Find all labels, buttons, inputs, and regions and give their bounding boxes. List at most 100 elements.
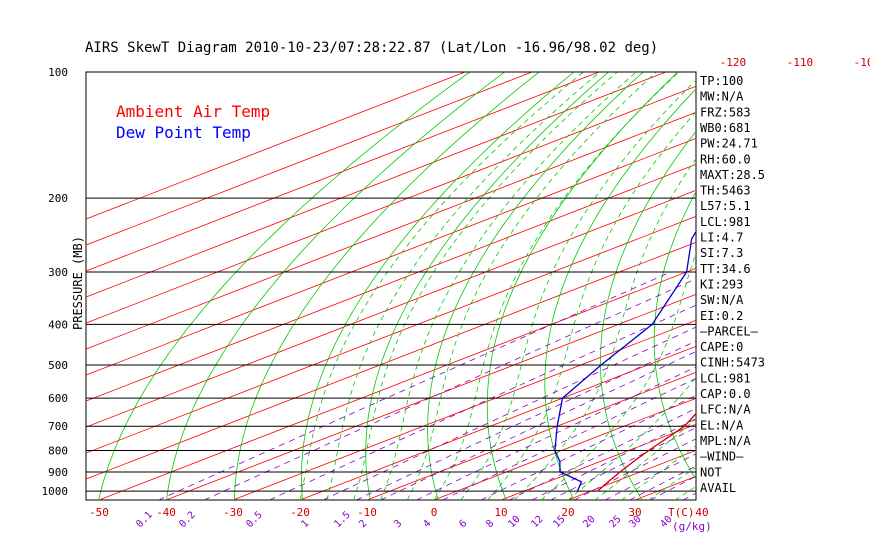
bottom-temperature-tick-label: 0 [431,506,438,519]
isotherm-line [86,85,696,324]
bottom-temperature-tick-label: -20 [290,506,310,519]
moist-adiabat-line [487,111,696,500]
bottom-temperature-tick-labels: -50 -40 -30 -20 -10 0 10 20 30 40 [89,506,709,519]
moist-adiabat-line [648,466,696,500]
pressure-tick-labels: 100 200 300 400 500 600 700 800 900 1000 [42,66,69,498]
index-entry: AVAIL [700,481,736,495]
index-entry: NOT [700,465,722,479]
mixing-ratio-label: 12 [529,514,545,530]
dry-adiabat-line [653,190,696,481]
top-temperature-tick-label: -120 [720,56,747,69]
mixing-ratio-label: 25 [607,514,623,530]
dew-point-temp-line [554,230,696,492]
index-entry: LI:4.7 [700,231,743,245]
index-entry: CAP:0.0 [700,387,751,401]
legend-ambient-air-temp: Ambient Air Temp [116,102,270,121]
isotherm-line [433,397,696,500]
legend: Ambient Air Temp Dew Point Temp [116,102,270,142]
pressure-tick-label: 100 [48,66,68,79]
index-entry: TP:100 [700,74,743,88]
mixing-ratio-line [416,366,696,500]
dry-adiabat-line [98,72,471,500]
moist-adiabat-line [406,72,657,500]
bottom-temperature-tick-label: -50 [89,506,109,519]
y-axis-label: PRESSURE (MB) [71,236,85,330]
mixing-ratio-label: 20 [581,514,597,530]
mixing-ratio-line [204,278,696,500]
index-entry: FRZ:583 [700,105,751,119]
isotherm-line [86,137,696,376]
pressure-tick-label: 800 [48,445,68,458]
dry-adiabat-line [544,88,696,500]
dry-adiabat-line [757,72,852,500]
mixing-ratio-label: 0.1 [134,510,155,531]
moist-adiabat-line [433,72,680,500]
index-entry: EL:N/A [700,418,744,432]
bottom-temperature-tick-label: 10 [494,506,507,519]
index-entry: KI:293 [700,277,743,291]
index-entry: CINH:5473 [700,356,765,370]
moist-adiabat-line [353,72,618,500]
moist-adiabat-line [299,72,584,500]
isotherm-line [86,163,696,402]
index-entry: SI:7.3 [700,246,743,260]
isotherm-line [98,267,696,500]
dry-adiabat-lines [98,72,870,500]
dry-adiabat-line [853,72,870,500]
pressure-tick-label: 700 [48,420,68,433]
index-entry: CAPE:0 [700,340,743,354]
mixing-ratio-line [650,475,696,500]
bottom-temperature-tick-label: -30 [223,506,243,519]
isotherm-line [86,241,696,480]
isobar-lines [86,71,696,492]
index-entry: MPL:N/A [700,434,751,448]
bottom-temperature-tick-label: -40 [156,506,176,519]
isotherm-line [86,111,696,350]
index-entry: RH:60.0 [700,152,751,166]
isotherm-line [86,72,667,298]
mixing-ratio-line [509,407,696,500]
mixing-ratio-line [322,326,696,500]
dry-adiabat-line [427,72,644,500]
isotherm-line [86,215,696,454]
index-entry: TH:5463 [700,184,751,198]
isotherm-line [232,319,696,500]
mixing-ratio-label: 10 [506,514,522,530]
sounding-series [554,230,696,492]
moist-adiabat-line [540,251,696,500]
index-entry: —PARCEL— [700,324,759,338]
top-temperature-tick-label: -110 [787,56,814,69]
moist-adiabat-line [514,157,696,500]
mixing-ratio-line [158,271,671,500]
pressure-tick-label: 900 [48,466,68,479]
dry-adiabat-line [365,72,609,500]
mixing-ratio-line [269,304,696,500]
top-temperature-tick-label: -100 [854,56,870,69]
index-entry: SW:N/A [700,293,744,307]
bottom-temperature-tick-label: 40 [695,506,708,519]
index-entry: —WIND— [700,450,744,464]
pressure-tick-label: 400 [48,318,68,331]
mixing-ratio-label: 0.2 [177,510,198,531]
isotherm-line [500,423,696,500]
temp-unit-label: T(C) [668,506,695,519]
mixing-ratio-line [380,351,696,500]
mixing-ratio-lines [158,271,696,500]
dry-adiabat-line [486,72,679,500]
pressure-tick-label: 600 [48,392,68,405]
isotherm-line [86,72,533,246]
isotherm-line [86,72,466,220]
isotherm-line [366,371,696,500]
index-entry: EI:0.2 [700,309,743,323]
pressure-tick-label: 500 [48,359,68,372]
mixing-ratio-line [356,340,696,500]
mixing-ratio-labels: 0.1 0.2 0.5 1 1.5 2 3 4 6 8 10 12 15 20 25 30 40 [134,510,674,531]
legend-dew-point-temp: Dew Point Temp [116,123,251,142]
isotherm-line [299,345,696,500]
mixing-ratio-label: 1.5 [332,510,353,531]
dry-adiabat-line [806,72,870,500]
pressure-tick-label: 1000 [42,485,69,498]
chart-title: AIRS SkewT Diagram 2010-10-23/07:28:22.8… [85,40,658,56]
index-entry: TT:34.6 [700,262,751,276]
